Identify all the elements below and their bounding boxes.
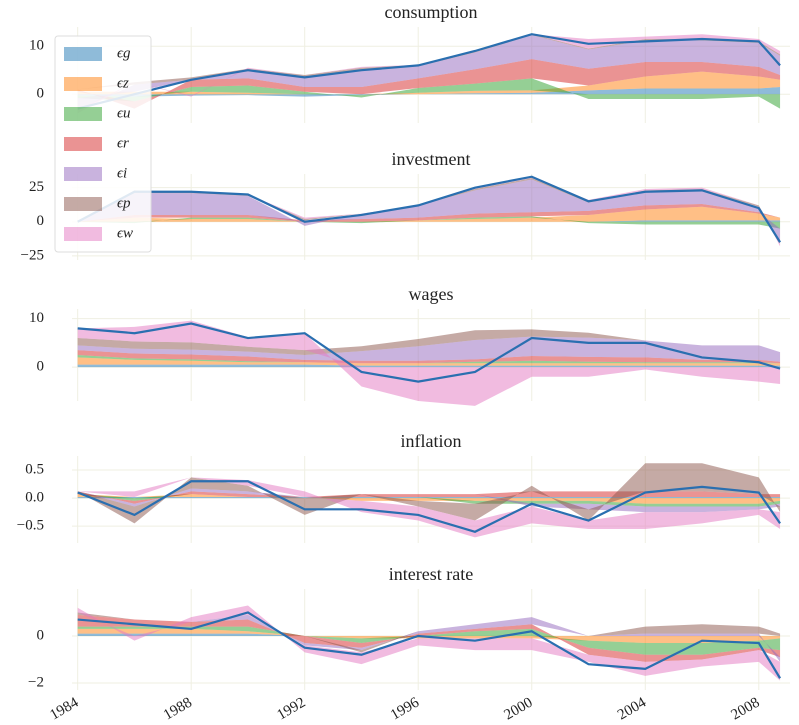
area: [77, 463, 781, 524]
y-tick-label: 0.0: [25, 490, 44, 506]
x-tick-label: 1992: [274, 695, 308, 724]
total-line: [77, 611, 782, 679]
y-tick-label: 0: [37, 359, 45, 375]
legend-label: ϵu: [117, 105, 131, 121]
area: [77, 364, 781, 368]
y-tick-label: 0: [37, 86, 45, 102]
x-tick-label: 2008: [729, 695, 763, 724]
area: [77, 633, 781, 636]
area: [77, 357, 781, 366]
total-line: [77, 322, 781, 383]
area: [77, 220, 781, 222]
y-tick-label: 0: [37, 627, 45, 643]
area: [77, 614, 781, 662]
legend-label: ϵp: [117, 195, 131, 211]
legend-swatch: [64, 197, 102, 211]
panel-title: interest rate: [389, 564, 473, 584]
area: [77, 612, 781, 653]
area: [77, 320, 781, 406]
legend-swatch: [64, 167, 102, 181]
y-tick-label: 10: [29, 38, 44, 54]
y-tick-label: 0: [37, 213, 45, 229]
legend-swatch: [64, 107, 102, 121]
area: [77, 488, 781, 513]
total-line: [77, 175, 782, 243]
panel-title: consumption: [385, 2, 478, 22]
legend-swatch: [64, 227, 102, 241]
area: [77, 71, 781, 95]
y-tick-label: −2: [28, 674, 44, 690]
x-tick-label: 1996: [388, 694, 422, 723]
area: [77, 355, 781, 364]
area: [77, 35, 781, 111]
legend-swatch: [64, 77, 102, 91]
x-tick-label: 2004: [615, 694, 649, 723]
area: [77, 206, 781, 222]
area: [77, 329, 781, 355]
area: [77, 626, 781, 655]
panel-title: inflation: [401, 431, 462, 451]
legend-swatch: [64, 47, 102, 61]
legend-label: ϵr: [117, 135, 129, 151]
area: [77, 350, 781, 364]
panel-title: investment: [392, 149, 471, 169]
total-line: [77, 480, 781, 533]
x-tick-label: 1988: [161, 695, 195, 724]
y-tick-label: −0.5: [17, 518, 44, 534]
y-tick-label: −25: [21, 247, 44, 263]
y-tick-label: 0.5: [25, 461, 44, 477]
x-tick-label: 2000: [501, 695, 535, 724]
area: [77, 216, 781, 229]
legend-swatch: [64, 137, 102, 151]
area: [77, 496, 781, 499]
legend-label: ϵg: [117, 45, 131, 61]
area: [77, 494, 781, 507]
area: [77, 494, 781, 504]
total-line: [77, 33, 781, 110]
y-tick-label: 25: [29, 179, 44, 195]
area: [77, 477, 781, 538]
area: [77, 491, 781, 504]
area: [77, 59, 781, 109]
area: [77, 179, 781, 243]
panel-title: wages: [409, 284, 454, 304]
area: [77, 605, 781, 681]
legend-label: ϵz: [117, 75, 129, 91]
y-tick-label: 10: [29, 310, 44, 326]
legend-label: ϵw: [117, 225, 133, 241]
x-tick-label: 1984: [47, 694, 81, 723]
legend-label: ϵi: [117, 165, 127, 181]
area: [77, 204, 781, 222]
